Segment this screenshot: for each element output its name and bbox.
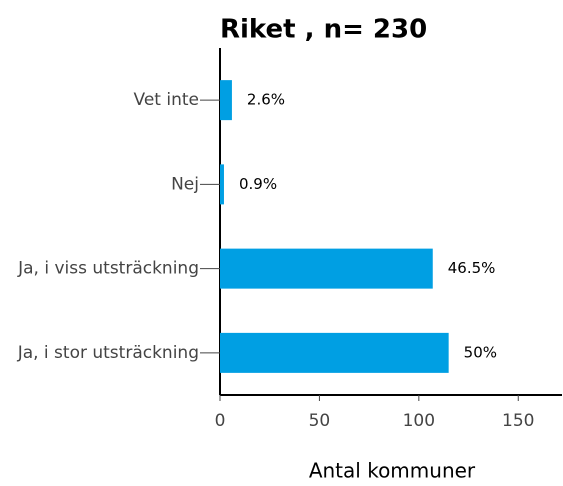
data-label: 2.6% xyxy=(247,91,285,109)
y-tick-label: Nej xyxy=(171,174,199,194)
data-label: 46.5% xyxy=(448,259,496,277)
x-tick-label: 0 xyxy=(215,411,226,431)
bar xyxy=(220,164,224,205)
y-tick-label: Ja, i viss utsträckning xyxy=(17,259,199,279)
data-label: 50% xyxy=(464,343,497,361)
y-tick-label: Vet inte xyxy=(134,90,199,110)
bar xyxy=(220,248,433,289)
data-label: 0.9% xyxy=(239,175,277,193)
bar xyxy=(220,332,449,373)
chart-title: Riket , n= 230 xyxy=(220,15,427,45)
x-axis-label: Antal kommuner xyxy=(309,459,476,483)
bar xyxy=(220,80,232,121)
x-tick-label: 150 xyxy=(502,411,534,431)
y-tick-label: Ja, i stor utsträckning xyxy=(17,343,199,363)
x-tick-label: 100 xyxy=(403,411,435,431)
x-tick-label: 50 xyxy=(309,411,331,431)
